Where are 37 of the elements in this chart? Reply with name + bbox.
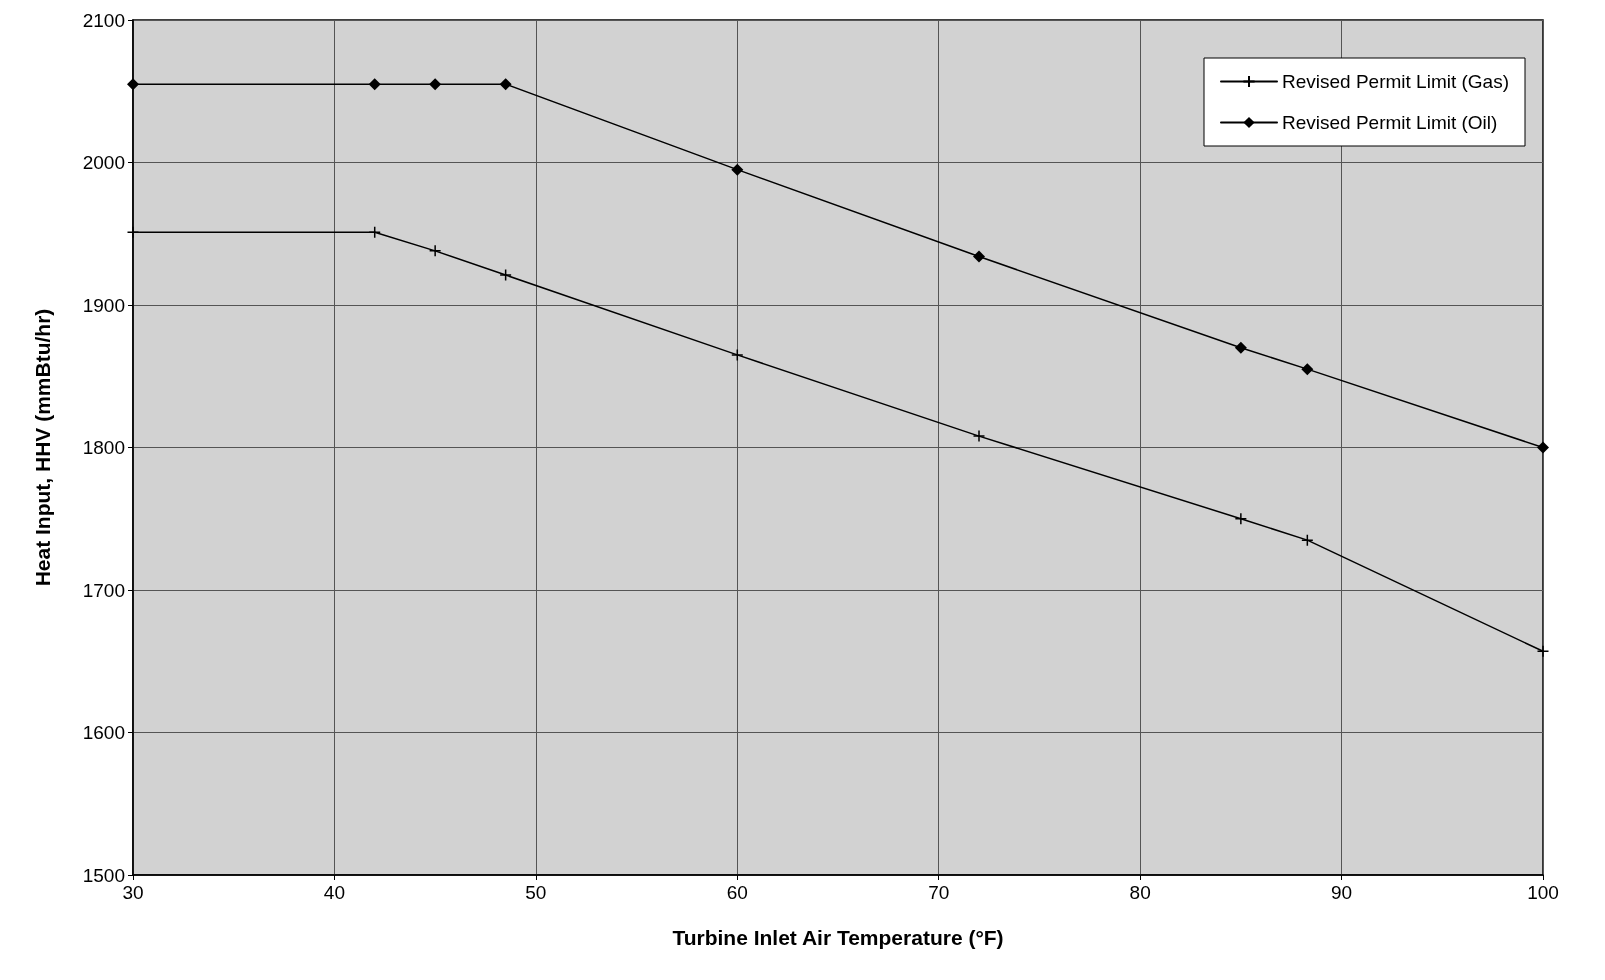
point: [368, 226, 381, 239]
x-tick-label: 100: [1527, 882, 1559, 903]
y-tick-label: 1600: [82, 722, 125, 743]
y-axis-title: Heat Input, HHV (mmBtu/hr): [31, 308, 54, 587]
y-tick-label: 2000: [82, 152, 125, 173]
point: [1537, 441, 1549, 454]
point: [499, 78, 512, 91]
x-tick-label: 30: [122, 882, 144, 903]
legend-label: Revised Permit Limit (Gas): [1282, 71, 1510, 92]
point: [731, 163, 744, 176]
y-tick-label: 1700: [82, 579, 125, 601]
point: [127, 78, 139, 91]
point: [1536, 645, 1550, 658]
x-tick-label: 60: [726, 882, 748, 903]
x-axis-title: Turbine Inlet Air Temperature (°F): [672, 926, 1004, 949]
legend-label: Revised Permit Limit (Oil): [1282, 112, 1498, 133]
point: [973, 250, 985, 263]
point: [429, 78, 442, 91]
point: [126, 226, 140, 239]
point: [731, 348, 744, 362]
x-tick-label: 70: [928, 882, 950, 903]
point: [499, 268, 512, 282]
point: [1301, 363, 1314, 376]
point: [1234, 341, 1247, 354]
point: [1234, 512, 1248, 525]
y-tick-label: 1800: [82, 437, 125, 458]
x-tick-label: 40: [323, 882, 345, 903]
x-tick-label: 50: [525, 882, 547, 903]
y-tick-label: 1500: [82, 864, 125, 886]
point: [428, 244, 442, 258]
y-tick-label: 2100: [82, 9, 125, 31]
x-tick-label: 80: [1129, 882, 1151, 903]
x-tick-label: 90: [1331, 882, 1353, 903]
y-tick-label: 1900: [82, 294, 125, 316]
point: [1301, 533, 1314, 547]
point: [368, 78, 381, 91]
point: [972, 429, 986, 443]
